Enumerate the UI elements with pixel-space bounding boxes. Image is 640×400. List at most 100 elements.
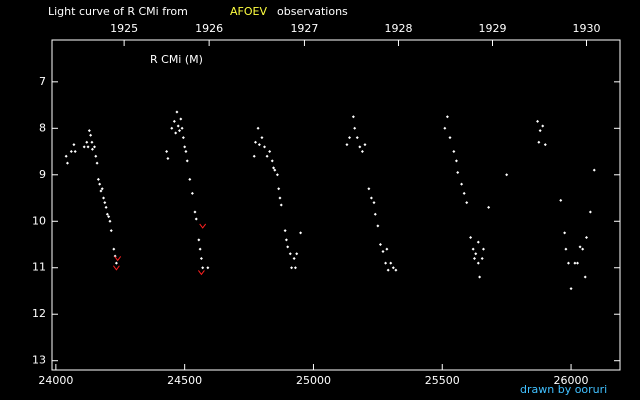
point bbox=[478, 275, 482, 279]
point bbox=[454, 159, 458, 163]
point bbox=[64, 154, 68, 158]
point bbox=[65, 161, 69, 165]
y-tick-label: 7 bbox=[39, 75, 46, 88]
point bbox=[96, 177, 100, 181]
point bbox=[566, 261, 570, 265]
point bbox=[183, 145, 187, 149]
point bbox=[381, 249, 385, 253]
point bbox=[573, 261, 577, 265]
point bbox=[180, 126, 184, 130]
point bbox=[581, 247, 585, 251]
point bbox=[188, 177, 192, 181]
x2-tick-label: 1928 bbox=[384, 22, 412, 35]
point bbox=[114, 261, 118, 265]
point bbox=[190, 191, 194, 195]
point bbox=[194, 217, 198, 221]
point bbox=[260, 136, 264, 140]
point bbox=[465, 201, 469, 205]
limit-marker bbox=[112, 265, 120, 271]
point bbox=[563, 231, 567, 235]
point bbox=[445, 115, 449, 119]
point bbox=[175, 110, 179, 114]
point bbox=[201, 266, 205, 270]
point bbox=[384, 261, 388, 265]
y-tick-label: 10 bbox=[32, 214, 46, 227]
point bbox=[288, 252, 292, 256]
x2-tick-label: 1925 bbox=[110, 22, 138, 35]
point bbox=[172, 119, 176, 123]
point bbox=[166, 157, 170, 161]
point bbox=[290, 266, 294, 270]
point bbox=[206, 266, 210, 270]
point bbox=[105, 212, 109, 216]
point bbox=[472, 256, 476, 260]
point bbox=[569, 287, 573, 291]
point bbox=[373, 212, 377, 216]
point bbox=[292, 256, 296, 260]
point bbox=[87, 129, 91, 133]
point bbox=[104, 205, 108, 209]
point bbox=[112, 247, 116, 251]
point bbox=[165, 150, 169, 154]
x-tick-label: 25500 bbox=[425, 374, 460, 387]
point bbox=[284, 238, 288, 242]
point bbox=[263, 145, 267, 149]
series-label: R CMi (M) bbox=[150, 53, 203, 66]
point bbox=[176, 124, 180, 128]
point bbox=[537, 140, 541, 144]
point bbox=[559, 198, 563, 202]
point bbox=[348, 136, 352, 140]
point bbox=[469, 236, 473, 240]
point bbox=[293, 266, 297, 270]
point bbox=[460, 182, 464, 186]
point bbox=[94, 154, 98, 158]
point bbox=[95, 161, 99, 165]
point bbox=[102, 196, 106, 200]
point bbox=[283, 229, 287, 233]
point bbox=[487, 205, 491, 209]
point bbox=[198, 247, 202, 251]
point bbox=[73, 150, 77, 154]
y-tick-label: 12 bbox=[32, 307, 46, 320]
point bbox=[90, 140, 94, 144]
point bbox=[252, 154, 256, 158]
point bbox=[386, 268, 390, 272]
point bbox=[103, 201, 107, 205]
point bbox=[351, 115, 355, 119]
x2-tick-label: 1930 bbox=[573, 22, 601, 35]
point bbox=[355, 136, 359, 140]
point bbox=[178, 129, 182, 133]
point bbox=[277, 187, 281, 191]
point bbox=[273, 168, 277, 172]
point bbox=[170, 126, 174, 130]
point bbox=[99, 189, 103, 193]
point bbox=[385, 247, 389, 251]
limit-marker bbox=[114, 256, 122, 262]
point bbox=[265, 154, 269, 158]
point bbox=[541, 124, 545, 128]
point bbox=[363, 143, 367, 147]
point bbox=[583, 275, 587, 279]
point bbox=[588, 210, 592, 214]
plot-frame bbox=[51, 39, 621, 371]
point bbox=[108, 219, 112, 223]
point bbox=[89, 133, 93, 137]
point bbox=[184, 150, 188, 154]
point bbox=[107, 215, 111, 219]
x-tick-label: 26000 bbox=[554, 374, 589, 387]
point bbox=[72, 143, 76, 147]
point bbox=[257, 143, 261, 147]
point bbox=[391, 266, 395, 270]
point bbox=[360, 150, 364, 154]
chart-title-end: observations bbox=[277, 5, 348, 18]
point bbox=[443, 126, 447, 130]
point bbox=[369, 196, 373, 200]
point bbox=[476, 240, 480, 244]
point bbox=[462, 191, 466, 195]
point bbox=[113, 254, 117, 258]
point bbox=[185, 159, 189, 163]
point bbox=[193, 210, 197, 214]
x2-tick-label: 1927 bbox=[290, 22, 318, 35]
